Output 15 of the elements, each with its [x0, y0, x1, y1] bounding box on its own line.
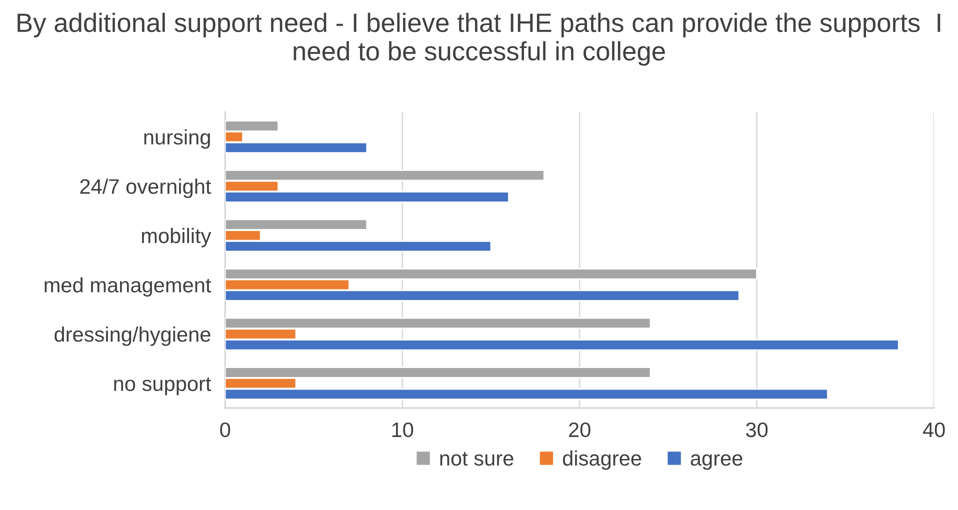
y-tick-label: dressing/hygiene — [54, 326, 210, 346]
y-tick-label: med management — [44, 277, 212, 297]
x-tick-label: 20 — [569, 422, 590, 438]
y-tick-label: nursing — [144, 129, 210, 149]
x-tick-label: 40 — [922, 422, 945, 438]
legend-label: disagree — [562, 450, 642, 470]
legend-label: agree — [690, 454, 742, 470]
y-tick-label: 24/7 overnight — [80, 178, 212, 198]
y-tick-label: mobility — [142, 228, 212, 248]
chart-title: By additional support need - I believe that IHE paths can provide the supports I need to be successful in college — [18, 12, 940, 66]
x-tick-label: 10 — [392, 422, 414, 438]
x-tick-label: 30 — [746, 422, 768, 438]
y-tick-label: no support — [114, 377, 212, 396]
legend-label: not sure — [440, 452, 514, 466]
x-tick-label: 0 — [220, 422, 230, 438]
